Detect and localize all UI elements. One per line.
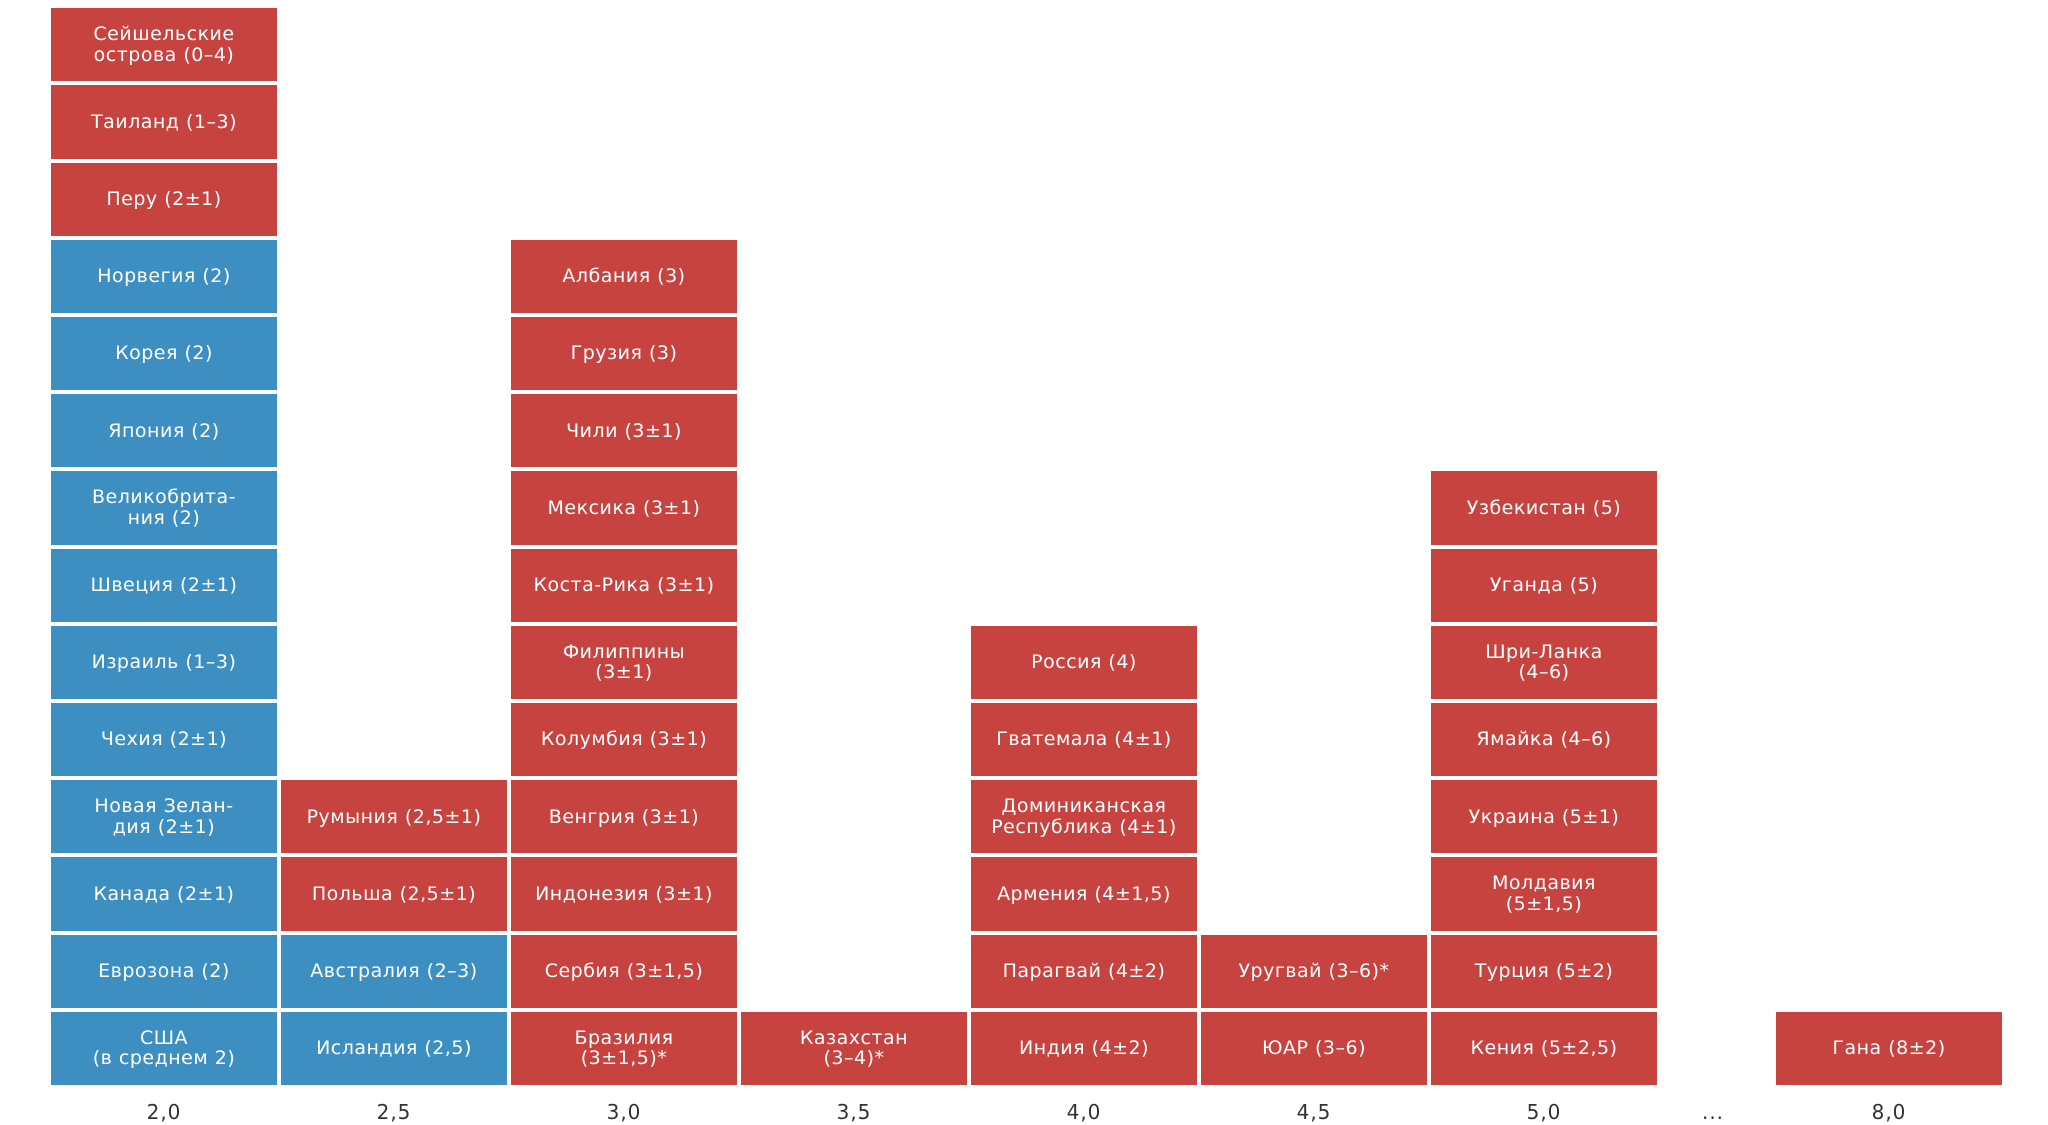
chart-cell: Чили (3±1) (509, 392, 739, 470)
chart-cell: Япония (2) (49, 392, 279, 470)
chart-cell: Исландия (2,5) (279, 1009, 509, 1087)
chart-cell: ЮАР (3–6) (1199, 1009, 1429, 1087)
chart-cell: Мексика (3±1) (509, 469, 739, 547)
chart-cell: Корея (2) (49, 315, 279, 393)
chart-cell: Кения (5±2,5) (1429, 1009, 1659, 1087)
chart-cell: Чехия (2±1) (49, 701, 279, 779)
chart-cell: Бразилия (3±1,5)* (509, 1009, 739, 1087)
chart-cell: Гана (8±2) (1774, 1009, 2004, 1087)
chart-cell: Еврозона (2) (49, 932, 279, 1010)
chart-cell: Таиланд (1–3) (49, 83, 279, 161)
x-tick-label: 3,0 (606, 1100, 642, 1124)
chart-cell: Индонезия (3±1) (509, 855, 739, 933)
chart-cell: Венгрия (3±1) (509, 778, 739, 856)
chart-cell: Румыния (2,5±1) (279, 778, 509, 856)
x-tick-label: 4,0 (1066, 1100, 1102, 1124)
chart-cell: Польша (2,5±1) (279, 855, 509, 933)
chart-cell: Уганда (5) (1429, 546, 1659, 624)
x-tick-label: ... (1701, 1100, 1725, 1124)
chart-cell: США (в среднем 2) (49, 1009, 279, 1087)
chart-cell: Норвегия (2) (49, 237, 279, 315)
chart-cell: Новая Зелан- дия (2±1) (49, 778, 279, 856)
chart-cell: Албания (3) (509, 237, 739, 315)
chart-cell: Парагвай (4±2) (969, 932, 1199, 1010)
x-tick-label: 4,5 (1296, 1100, 1332, 1124)
chart-cell: Великобрита- ния (2) (49, 469, 279, 547)
chart-cell: Шри-Ланка (4–6) (1429, 623, 1659, 701)
chart-cell: Гватемала (4±1) (969, 701, 1199, 779)
chart-cell: Сербия (3±1,5) (509, 932, 739, 1010)
chart-cell: Армения (4±1,5) (969, 855, 1199, 933)
chart-cell: Украина (5±1) (1429, 778, 1659, 856)
x-tick-label: 3,5 (836, 1100, 872, 1124)
chart-cell: Россия (4) (969, 623, 1199, 701)
chart-cell: Швеция (2±1) (49, 546, 279, 624)
chart-cell: Доминиканская Республика (4±1) (969, 778, 1199, 856)
chart-cell: Ямайка (4–6) (1429, 701, 1659, 779)
x-tick-label: 5,0 (1526, 1100, 1562, 1124)
x-tick-label: 2,5 (376, 1100, 412, 1124)
chart-cell: Турция (5±2) (1429, 932, 1659, 1010)
chart-cell: Узбекистан (5) (1429, 469, 1659, 547)
chart-cell: Индия (4±2) (969, 1009, 1199, 1087)
chart-cell: Канада (2±1) (49, 855, 279, 933)
chart-cell: Грузия (3) (509, 315, 739, 393)
x-tick-label: 2,0 (146, 1100, 182, 1124)
chart-cell: Коста-Рика (3±1) (509, 546, 739, 624)
chart-cell: Уругвай (3–6)* (1199, 932, 1429, 1010)
chart-cell: Филиппины (3±1) (509, 623, 739, 701)
chart-cell: Колумбия (3±1) (509, 701, 739, 779)
x-tick-label: 8,0 (1871, 1100, 1907, 1124)
chart-cell: Израиль (1–3) (49, 623, 279, 701)
chart-cell: Перу (2±1) (49, 160, 279, 238)
chart-cell: Сейшельские острова (0–4) (49, 6, 279, 84)
chart-cell: Австралия (2–3) (279, 932, 509, 1010)
chart-cell: Казахстан (3–4)* (739, 1009, 969, 1087)
chart-cell: Молдавия (5±1,5) (1429, 855, 1659, 933)
